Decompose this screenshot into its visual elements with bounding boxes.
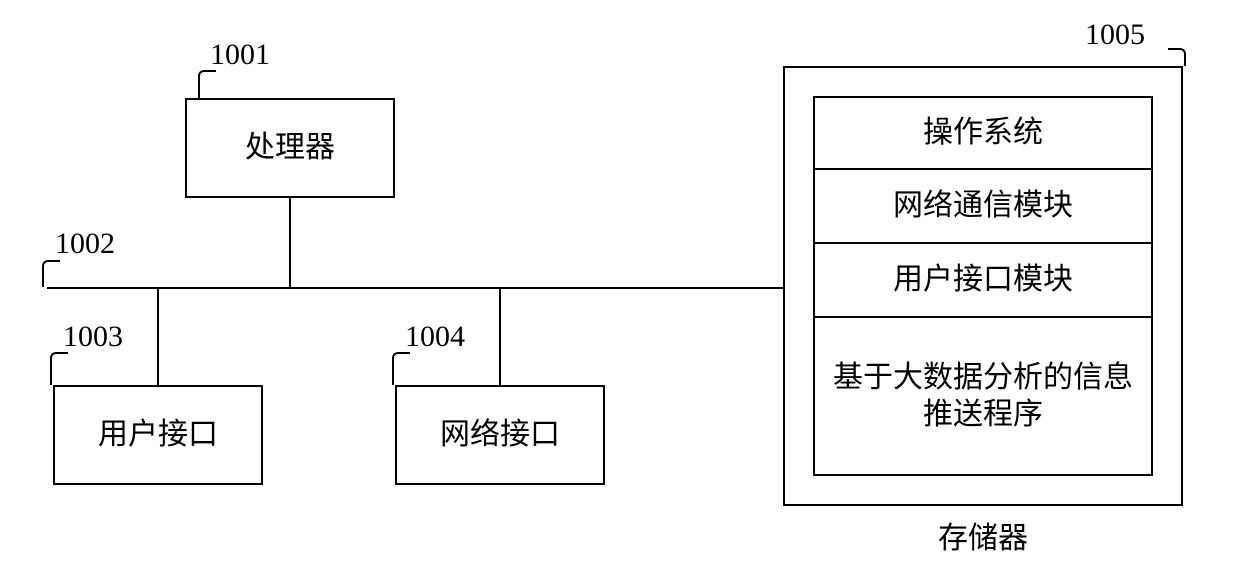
processor-connector	[289, 198, 291, 287]
network-interface-label: 网络接口	[436, 412, 564, 458]
user-interface-label: 用户接口	[94, 412, 222, 458]
user-interface-number-text: 1003	[63, 320, 123, 353]
user-interface-lead	[50, 352, 68, 385]
storage-number: 1005	[1085, 18, 1145, 52]
storage-row-os: 操作系统	[813, 96, 1153, 170]
storage-lead	[1168, 48, 1186, 66]
network-interface-number-text: 1004	[405, 320, 465, 353]
storage-row-net-label: 网络通信模块	[889, 183, 1077, 229]
bus-lead	[42, 260, 60, 287]
storage-label: 存储器	[783, 513, 1183, 557]
storage-row-ui: 用户接口模块	[813, 244, 1153, 318]
diagram-canvas: 1002 处理器 1001 用户接口 1003 网络接口 1004 1005 存…	[0, 0, 1240, 561]
processor-number: 1001	[210, 38, 270, 72]
bus-number: 1002	[55, 227, 115, 261]
bus-number-text: 1002	[55, 227, 115, 260]
processor-number-text: 1001	[210, 38, 270, 71]
storage-row-app: 基于大数据分析的信息推送程序	[813, 318, 1153, 476]
network-interface-connector	[499, 287, 501, 385]
user-interface-number: 1003	[63, 320, 123, 354]
processor-lead	[198, 70, 216, 98]
network-interface-box: 网络接口	[395, 385, 605, 485]
processor-box: 处理器	[185, 98, 395, 198]
storage-row-net: 网络通信模块	[813, 170, 1153, 244]
user-interface-box: 用户接口	[53, 385, 263, 485]
storage-label-text: 存储器	[938, 522, 1028, 555]
storage-row-os-label: 操作系统	[919, 110, 1047, 156]
user-interface-connector	[157, 287, 159, 385]
storage-row-ui-label: 用户接口模块	[889, 257, 1077, 303]
storage-row-app-label: 基于大数据分析的信息推送程序	[815, 355, 1151, 438]
network-interface-lead	[392, 352, 410, 385]
processor-label: 处理器	[241, 125, 339, 171]
network-interface-number: 1004	[405, 320, 465, 354]
storage-number-text: 1005	[1085, 18, 1145, 51]
